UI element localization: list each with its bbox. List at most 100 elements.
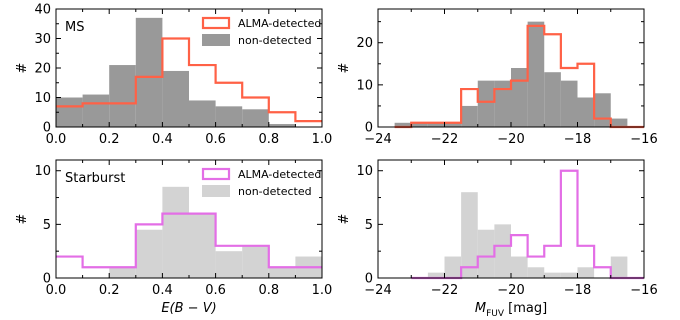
legend: ALMA-detected non-detected — [201, 167, 321, 198]
bar-non-detected — [109, 267, 136, 278]
bar-non-detected — [411, 122, 428, 127]
y-tick-label: 20 — [356, 36, 373, 51]
x-axis-label: MFUV [mag] — [475, 301, 547, 319]
y-axis-label: # — [15, 63, 30, 74]
bar-non-detected — [427, 122, 445, 127]
bar-non-detected — [511, 68, 528, 127]
bar-non-detected — [427, 272, 445, 278]
x-tick-label: −20 — [497, 283, 524, 298]
bar-non-detected — [610, 118, 628, 127]
step-line-alma-detected — [411, 169, 644, 280]
x-tick-label: 0.6 — [205, 283, 226, 298]
y-tick-label: 5 — [43, 218, 51, 233]
bar-non-detected — [109, 65, 136, 127]
y-tick-label: 0 — [365, 121, 373, 136]
bar-non-detected — [444, 256, 462, 278]
x-tick-label: 0.8 — [258, 283, 279, 298]
x-tick-label: 0.4 — [152, 132, 173, 147]
legend-swatch — [202, 185, 230, 197]
y-tick-label: 10 — [356, 78, 373, 93]
x-tick-label: −20 — [497, 132, 524, 147]
bar-non-detected — [189, 100, 216, 127]
bar-non-detected — [594, 93, 611, 127]
bar-non-detected — [82, 94, 110, 127]
bar-non-detected — [242, 245, 269, 278]
panel-label: Starburst — [65, 171, 125, 186]
panel-3: 0.0 0.2 0.4 0.6 0.8 1.0 0 5 10 # Starburst ALMA-det… — [15, 159, 333, 316]
y-tick-label: 10 — [356, 164, 373, 179]
y-tick-label: 30 — [34, 32, 51, 47]
bar-non-detected — [477, 229, 495, 278]
step-line-alma-detected — [394, 24, 644, 129]
y-tick-label: 40 — [34, 3, 51, 18]
x-tick-label: −22 — [431, 132, 458, 147]
legend-label: non-detected — [238, 185, 312, 198]
bar-non-detected — [444, 122, 462, 127]
bar-non-detected — [494, 224, 511, 278]
x-tick-label: 0.0 — [46, 132, 67, 147]
x-tick-label: −24 — [364, 132, 391, 147]
y-tick-label: 0 — [43, 272, 51, 287]
bar-non-detected — [56, 97, 83, 127]
bar-non-detected — [394, 122, 412, 127]
y-tick-label: 10 — [34, 164, 51, 179]
x-tick-label: −16 — [630, 283, 657, 298]
legend-label: ALMA-detected — [238, 168, 321, 181]
x-tick-label: 0.2 — [99, 283, 120, 298]
bar-non-detected — [560, 80, 578, 127]
x-tick-label: −18 — [564, 283, 591, 298]
x-tick-label: 1.0 — [312, 283, 333, 298]
bar-non-detected — [135, 229, 163, 278]
bar-non-detected — [527, 21, 545, 128]
panel-4: −24 −22 −20 −18 −16 0 5 10 # MFUV [mag] — [337, 159, 658, 319]
y-tick-label: 20 — [34, 62, 51, 77]
x-tick-label: 0.8 — [258, 132, 279, 147]
x-tick-label: 0.4 — [152, 283, 173, 298]
y-axis-label: # — [337, 63, 352, 74]
bar-non-detected — [544, 72, 561, 127]
panel-label: MS — [65, 20, 84, 35]
bar-non-detected — [162, 70, 189, 127]
bar-non-detected — [511, 256, 528, 278]
bar-non-detected — [560, 272, 578, 278]
bar-non-detected — [215, 251, 243, 278]
x-axis-label: E(B − V) — [161, 301, 216, 316]
bar-non-detected — [242, 109, 269, 127]
bar-non-detected — [461, 105, 478, 127]
x-tick-label: 1.0 — [312, 132, 333, 147]
legend: ALMA-detected non-detected — [201, 16, 321, 47]
bar-non-detected — [577, 97, 595, 127]
panel-2: −24 −22 −20 −18 −16 0 10 20 # — [337, 8, 658, 147]
legend-label: ALMA-detected — [238, 17, 321, 30]
y-tick-label: 0 — [365, 272, 373, 287]
legend-swatch — [201, 16, 231, 30]
x-tick-label: −16 — [630, 132, 657, 147]
y-tick-label: 10 — [34, 91, 51, 106]
y-tick-label: 0 — [43, 121, 51, 136]
bar-non-detected — [215, 106, 243, 127]
x-tick-label: 0.0 — [46, 283, 67, 298]
bar-non-detected — [477, 80, 495, 127]
x-tick-label: −24 — [364, 283, 391, 298]
y-axis-label: # — [15, 214, 30, 225]
panel-1: 0.0 0.2 0.4 0.6 0.8 1.0 0 10 20 30 40 # MS ALMA-detec… — [15, 3, 332, 148]
y-tick-label: 5 — [365, 218, 373, 233]
x-tick-label: −18 — [564, 132, 591, 147]
bar-non-detected — [135, 17, 163, 128]
step-line-alma-detected — [56, 212, 322, 269]
bar-non-detected — [162, 186, 189, 278]
legend-label: non-detected — [238, 34, 312, 47]
legend-swatch — [202, 34, 230, 46]
x-tick-label: 0.6 — [205, 132, 226, 147]
bar-non-detected — [544, 272, 561, 278]
x-tick-label: 0.2 — [99, 132, 120, 147]
legend-swatch — [201, 167, 231, 181]
bar-non-detected — [527, 267, 545, 278]
step-line-alma-detected — [56, 37, 322, 123]
bar-non-detected — [268, 124, 296, 127]
y-axis-label: # — [337, 214, 352, 225]
bar-non-detected — [577, 267, 595, 278]
bar-non-detected — [610, 256, 628, 278]
bar-non-detected — [461, 192, 478, 278]
